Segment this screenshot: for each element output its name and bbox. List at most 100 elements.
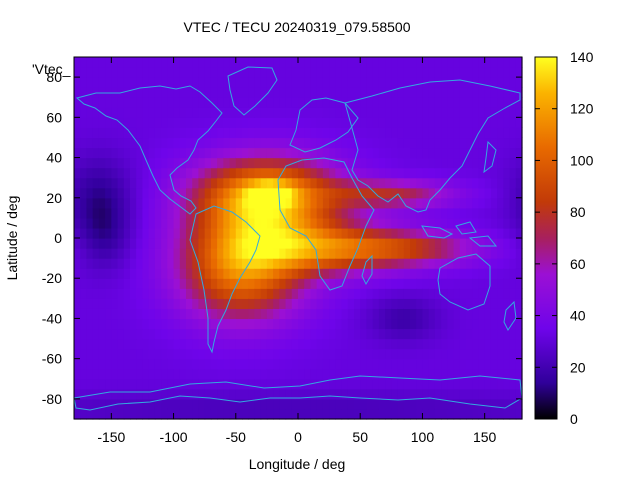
heatmap-cell xyxy=(217,338,224,350)
heatmap-cell xyxy=(329,338,336,350)
heatmap-cell xyxy=(242,197,249,209)
heatmap-cell xyxy=(148,127,156,139)
heatmap-cell xyxy=(509,67,517,78)
heatmap-cell xyxy=(167,57,175,68)
heatmap-cell xyxy=(366,187,374,199)
heatmap-cell xyxy=(80,298,88,309)
heatmap-cell xyxy=(397,167,405,179)
heatmap-cell xyxy=(416,87,424,98)
heatmap-cell xyxy=(428,238,436,249)
heatmap-cell xyxy=(266,308,274,320)
heatmap-cell xyxy=(397,288,405,299)
heatmap-cell xyxy=(422,248,430,259)
heatmap-cell xyxy=(428,368,436,380)
heatmap-cell xyxy=(248,97,256,108)
heatmap-cell xyxy=(304,338,312,350)
heatmap-cell xyxy=(434,67,442,78)
heatmap-cell xyxy=(105,137,112,149)
heatmap-cell xyxy=(130,67,137,78)
heatmap-cell xyxy=(497,57,504,68)
heatmap-cell xyxy=(74,227,81,239)
heatmap-cell xyxy=(105,308,112,320)
heatmap-cell xyxy=(210,298,218,309)
heatmap-cell xyxy=(478,177,486,189)
heatmap-cell xyxy=(385,97,392,108)
heatmap-cell xyxy=(422,328,430,340)
heatmap-cell xyxy=(472,248,480,259)
heatmap-cell xyxy=(80,87,88,98)
heatmap-cell xyxy=(410,328,417,340)
heatmap-cell xyxy=(142,137,150,149)
heatmap-cell xyxy=(98,318,106,330)
heatmap-cell xyxy=(329,67,336,78)
heatmap-cell xyxy=(154,127,162,139)
heatmap-cell xyxy=(136,107,144,118)
heatmap-cell xyxy=(459,258,467,269)
heatmap-cell xyxy=(117,57,125,68)
heatmap-cell xyxy=(98,288,106,299)
heatmap-cell xyxy=(329,288,336,299)
heatmap-cell xyxy=(385,278,392,289)
heatmap-cell xyxy=(235,137,243,149)
heatmap-cell xyxy=(235,177,243,189)
heatmap-cell xyxy=(123,278,131,289)
heatmap-cell xyxy=(154,238,162,249)
heatmap-cell xyxy=(428,398,436,410)
heatmap-cell xyxy=(217,177,224,189)
heatmap-cell xyxy=(453,167,461,179)
heatmap-cell xyxy=(322,57,330,68)
heatmap-cell xyxy=(447,117,455,128)
heatmap-cell xyxy=(204,238,212,249)
heatmap-cell xyxy=(105,187,112,199)
heatmap-cell xyxy=(441,187,448,199)
heatmap-cell xyxy=(198,348,206,360)
heatmap-cell xyxy=(229,268,237,279)
heatmap-cell xyxy=(291,268,299,279)
heatmap-cell xyxy=(459,167,467,179)
heatmap-cell xyxy=(186,338,193,350)
heatmap-cell xyxy=(80,197,88,209)
heatmap-cell xyxy=(98,338,106,350)
heatmap-cell xyxy=(291,238,299,249)
heatmap-cell xyxy=(503,57,511,68)
heatmap-cell xyxy=(142,177,150,189)
heatmap-cell xyxy=(341,338,349,350)
heatmap-cell xyxy=(161,77,168,88)
heatmap-cell xyxy=(322,328,330,340)
heatmap-cell xyxy=(105,318,112,330)
heatmap-cell xyxy=(136,227,144,239)
heatmap-cell xyxy=(410,348,417,360)
heatmap-cell xyxy=(80,97,88,108)
heatmap-cell xyxy=(167,288,175,299)
heatmap-cell xyxy=(366,127,374,139)
heatmap-cell xyxy=(148,137,156,149)
heatmap-cell xyxy=(136,278,144,289)
y-tick-label: -20 xyxy=(42,270,62,286)
heatmap-cell xyxy=(316,137,324,149)
heatmap-cell xyxy=(360,258,368,269)
heatmap-cell xyxy=(385,157,392,169)
heatmap-cell xyxy=(229,248,237,259)
heatmap-cell xyxy=(503,318,511,330)
coastline-africa xyxy=(277,157,375,291)
heatmap-cell xyxy=(204,217,212,229)
heatmap-cell xyxy=(204,207,212,219)
heatmap-cell xyxy=(378,77,386,88)
heatmap-cell xyxy=(515,338,523,350)
heatmap-cell xyxy=(472,87,480,98)
heatmap-cell xyxy=(403,167,411,179)
heatmap-cell xyxy=(198,388,206,400)
heatmap-cell xyxy=(453,57,461,68)
heatmap-cell xyxy=(136,348,144,360)
heatmap-cell xyxy=(459,378,467,390)
heatmap-cell xyxy=(354,278,361,289)
heatmap-cell xyxy=(117,318,125,330)
heatmap-cell xyxy=(416,217,424,229)
heatmap-cell xyxy=(74,358,81,370)
heatmap-cell xyxy=(490,97,498,108)
heatmap-cell xyxy=(167,338,175,350)
heatmap-cell xyxy=(117,278,125,289)
heatmap-cell xyxy=(154,398,162,410)
heatmap-cell xyxy=(515,308,523,320)
